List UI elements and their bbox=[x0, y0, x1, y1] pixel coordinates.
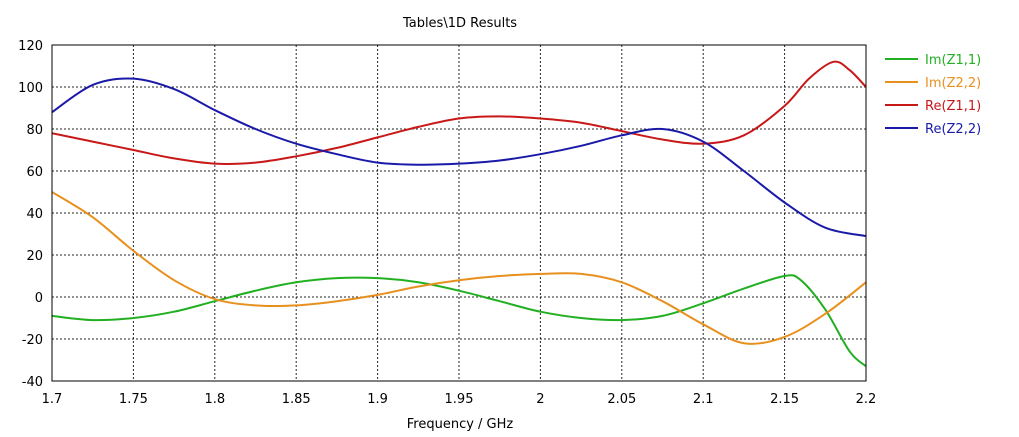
x-axis-label: Frequency / GHz bbox=[407, 417, 514, 432]
x-tick-label: 1.75 bbox=[119, 392, 148, 407]
legend-label: Re(Z1,1) bbox=[925, 99, 981, 114]
legend-label: Re(Z2,2) bbox=[925, 122, 981, 137]
y-tick-label: -40 bbox=[22, 375, 43, 390]
legend-item: Im(Z2,2) bbox=[885, 76, 981, 91]
series-line-3 bbox=[52, 60, 866, 165]
x-axis-ticks: 1.7 1.75 1.8 1.85 1.9 1.95 2 2.05 2.1 2.15 2.2 bbox=[42, 392, 877, 407]
legend-label: Im(Z2,2) bbox=[925, 76, 981, 91]
x-tick-label: 2.05 bbox=[607, 392, 636, 407]
y-tick-label: 40 bbox=[26, 207, 43, 222]
y-tick-label: 100 bbox=[18, 81, 43, 96]
plot-frame bbox=[51, 44, 867, 382]
legend-item: Re(Z2,2) bbox=[885, 122, 981, 137]
legend-item: Re(Z1,1) bbox=[885, 99, 981, 114]
chart-title: Tables\1D Results bbox=[402, 16, 517, 31]
x-tick-label: 1.95 bbox=[445, 392, 474, 407]
x-tick-label: 2 bbox=[536, 392, 544, 407]
x-tick-label: 2.15 bbox=[770, 392, 799, 407]
x-tick-label: 1.8 bbox=[204, 392, 225, 407]
y-tick-label: 0 bbox=[35, 291, 43, 306]
legend-label: Im(Z1,1) bbox=[925, 53, 981, 68]
series-line-4 bbox=[52, 77, 866, 238]
x-tick-label: 2.1 bbox=[693, 392, 714, 407]
series-layer bbox=[52, 60, 866, 368]
x-tick-label: 1.9 bbox=[367, 392, 388, 407]
x-tick-label: 1.7 bbox=[42, 392, 63, 407]
y-tick-label: 20 bbox=[26, 249, 43, 264]
x-tick-label: 2.2 bbox=[856, 392, 877, 407]
x-tick-label: 1.85 bbox=[282, 392, 311, 407]
y-tick-label: 80 bbox=[26, 123, 43, 138]
y-tick-label: 60 bbox=[26, 165, 43, 180]
series-line-2 bbox=[52, 191, 866, 345]
y-tick-label: 120 bbox=[18, 39, 43, 54]
legend: Im(Z1,1) Im(Z2,2) Re(Z1,1) Re(Z2,2) bbox=[885, 53, 981, 137]
legend-item: Im(Z1,1) bbox=[885, 53, 981, 68]
series-line-1 bbox=[52, 274, 866, 368]
plot-grid bbox=[52, 45, 866, 381]
y-axis-ticks: -40 -20 0 20 40 60 80 100 120 bbox=[18, 39, 43, 390]
y-tick-label: -20 bbox=[22, 333, 43, 348]
